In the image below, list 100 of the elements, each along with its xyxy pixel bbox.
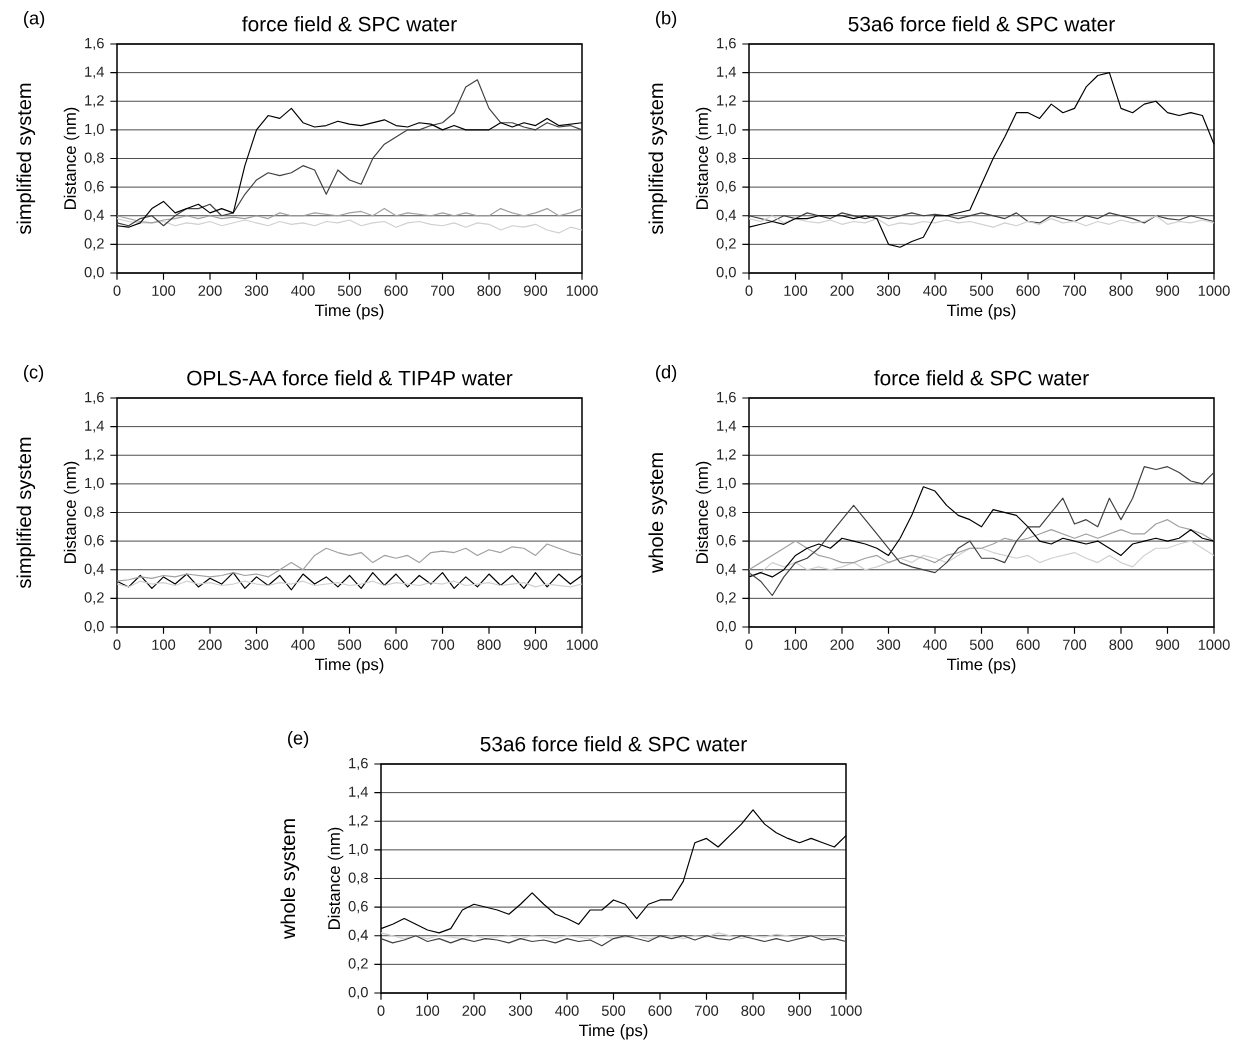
y-tick-label: 0,0 <box>84 620 104 634</box>
x-tick-label: 200 <box>462 1005 486 1016</box>
y-axis-title: Distance (nm) <box>63 107 80 209</box>
y-tick-label: 1,6 <box>85 37 104 51</box>
y-tick-label: 0,6 <box>716 181 736 194</box>
x-axis-title: Time (ps) <box>946 658 1016 674</box>
text: (a) <box>24 11 45 29</box>
text: simplified system <box>648 83 668 235</box>
chart-title: 53a6 force field & SPC water <box>848 16 1115 32</box>
x-tick-label: 200 <box>198 285 222 296</box>
y-axis-title: Distance (nm) <box>327 827 344 929</box>
x-tick-label: 700 <box>431 285 455 296</box>
x-tick-label: 100 <box>784 285 808 296</box>
y-axis-title: Distance (nm) <box>695 461 712 563</box>
chart-title: 53a6 force field & SPC water <box>480 736 747 752</box>
y-tick-label: 0,2 <box>716 592 736 605</box>
y-tick-label: 1,4 <box>349 786 369 799</box>
x-tick-label: 600 <box>384 285 408 296</box>
text: (b) <box>656 11 677 29</box>
x-tick-label: 1000 <box>566 639 598 650</box>
y-tick-label: 1,4 <box>85 66 105 79</box>
y-tick-label: 0,0 <box>348 986 368 1000</box>
x-tick-label: 300 <box>244 285 269 296</box>
text: (c) <box>24 365 44 383</box>
chart-title: OPLS-AA force field & TIP4P water <box>187 370 513 386</box>
y-tick-label: 1,0 <box>85 123 104 136</box>
x-tick-label: 700 <box>431 639 455 650</box>
x-tick-label: 700 <box>1063 639 1087 650</box>
y-tick-label: 0,2 <box>84 238 104 251</box>
chart-title: force field & SPC water <box>242 16 457 32</box>
x-axis-title: Time (ps) <box>314 658 384 674</box>
y-tick-label: 0,4 <box>84 209 105 222</box>
x-tick-label: 900 <box>523 285 548 296</box>
x-tick-label: 900 <box>1155 285 1180 296</box>
y-tick-label: 0,2 <box>348 958 368 971</box>
x-tick-label: 500 <box>337 285 362 296</box>
x-tick-label: 1000 <box>1198 639 1230 650</box>
y-tick-label: 0,0 <box>84 266 104 280</box>
x-tick-label: 800 <box>1109 639 1133 650</box>
x-tick-label: 900 <box>1155 639 1180 650</box>
x-tick-label: 600 <box>384 639 408 650</box>
x-tick-label: 800 <box>477 639 501 650</box>
x-axis-title: Time (ps) <box>578 1024 648 1040</box>
y-tick-label: 0,0 <box>716 266 736 280</box>
y-tick-label: 0,8 <box>84 152 104 165</box>
y-tick-label: 1,6 <box>717 37 736 51</box>
y-tick-label: 1,2 <box>717 95 736 108</box>
x-tick-label: 0 <box>113 639 121 650</box>
x-tick-label: 500 <box>969 639 994 650</box>
x-tick-label: 100 <box>784 639 808 650</box>
x-tick-label: 400 <box>291 285 315 296</box>
y-tick-label: 1,4 <box>717 66 737 79</box>
text: whole system <box>648 453 668 574</box>
x-tick-label: 400 <box>291 639 315 650</box>
x-tick-label: 1000 <box>1198 285 1230 296</box>
x-tick-label: 100 <box>416 1005 440 1016</box>
x-tick-label: 600 <box>1016 639 1040 650</box>
x-tick-label: 900 <box>523 639 548 650</box>
x-tick-label: 800 <box>1109 285 1133 296</box>
x-axis-title: Time (ps) <box>946 304 1016 320</box>
y-tick-label: 1,6 <box>85 391 104 405</box>
y-tick-label: 1,6 <box>717 391 736 405</box>
x-tick-label: 600 <box>1016 285 1040 296</box>
x-tick-label: 0 <box>745 639 753 650</box>
y-tick-label: 0,8 <box>716 152 736 165</box>
x-tick-label: 300 <box>876 639 901 650</box>
x-tick-label: 700 <box>695 1005 719 1016</box>
y-tick-label: 1,2 <box>717 449 736 462</box>
x-tick-label: 400 <box>555 1005 579 1016</box>
y-tick-label: 1,2 <box>85 449 104 462</box>
y-tick-label: 0,4 <box>348 929 369 942</box>
text: simplified system <box>16 83 36 235</box>
x-tick-label: 300 <box>244 639 269 650</box>
y-tick-label: 1,0 <box>85 477 104 490</box>
y-tick-label: 1,0 <box>349 843 368 856</box>
y-tick-label: 0,0 <box>716 620 736 634</box>
y-tick-label: 0,4 <box>716 563 737 576</box>
y-tick-label: 0,8 <box>716 506 736 519</box>
y-tick-label: 1,6 <box>349 757 368 771</box>
x-tick-label: 500 <box>601 1005 626 1016</box>
x-tick-label: 200 <box>830 639 854 650</box>
x-tick-label: 1000 <box>566 285 598 296</box>
x-tick-label: 300 <box>876 285 901 296</box>
x-tick-label: 200 <box>198 639 222 650</box>
y-tick-label: 1,2 <box>85 95 104 108</box>
text: whole system <box>280 819 300 940</box>
x-tick-label: 100 <box>152 285 176 296</box>
x-tick-label: 100 <box>152 639 176 650</box>
chart-title: force field & SPC water <box>874 370 1089 386</box>
y-tick-label: 0,4 <box>716 209 737 222</box>
x-tick-label: 800 <box>477 285 501 296</box>
text: (e) <box>288 731 309 749</box>
y-tick-label: 0,6 <box>348 901 368 914</box>
x-tick-label: 0 <box>113 285 121 296</box>
x-tick-label: 900 <box>787 1005 812 1016</box>
text: (d) <box>656 365 677 383</box>
y-tick-label: 0,6 <box>716 535 736 548</box>
x-tick-label: 500 <box>969 285 994 296</box>
x-axis-title: Time (ps) <box>314 304 384 320</box>
y-tick-label: 1,4 <box>85 420 105 433</box>
